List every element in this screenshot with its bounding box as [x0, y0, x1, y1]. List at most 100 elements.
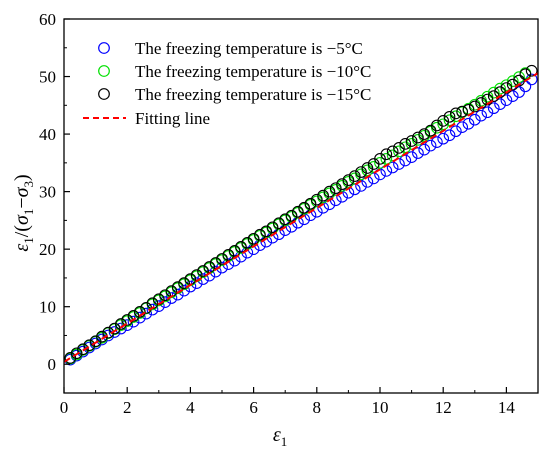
data-point-series-1 [386, 161, 399, 174]
data-point-series-3 [260, 225, 273, 238]
x-tick-label: 2 [123, 398, 132, 417]
plot-area [63, 64, 539, 366]
data-point-series-1 [127, 315, 140, 328]
data-point-series-1 [171, 288, 184, 301]
legend-label-series-1: The freezing temperature is −5°C [135, 39, 363, 58]
data-point-series-2 [487, 86, 500, 99]
data-point-series-3 [342, 174, 355, 186]
data-point-series-3 [386, 145, 399, 158]
data-point-series-3 [298, 201, 311, 214]
x-tick-label: 6 [249, 398, 258, 417]
data-point-series-1 [374, 168, 386, 181]
data-point-series-1 [115, 322, 127, 335]
data-point-series-1 [159, 296, 171, 308]
x-tick-label: 10 [372, 398, 389, 417]
data-point-series-1 [449, 125, 462, 138]
data-point-series-2 [443, 114, 456, 127]
data-point-series-1 [437, 132, 450, 145]
data-point-series-1 [108, 326, 121, 338]
data-point-series-3 [468, 100, 481, 113]
data-point-series-1 [209, 265, 222, 278]
y-tick-label: 60 [39, 10, 56, 29]
y-tick-label: 20 [39, 240, 56, 259]
data-point-series-3 [241, 236, 254, 249]
data-point-series-3 [405, 135, 418, 147]
data-point-series-2 [506, 75, 519, 87]
legend-marker-series-2 [98, 65, 110, 77]
data-point-series-1 [197, 273, 209, 285]
data-point-series-3 [279, 213, 292, 226]
data-point-series-3 [209, 257, 222, 269]
data-point-series-3 [127, 310, 140, 322]
data-point-series-3 [525, 64, 538, 77]
data-point-series-3 [235, 241, 247, 253]
data-point-series-2 [399, 141, 412, 154]
data-point-series-2 [494, 82, 506, 95]
data-point-series-1 [178, 284, 190, 297]
data-point-series-3 [519, 68, 532, 81]
data-point-series-1 [431, 136, 443, 148]
legend-label-series-2: The freezing temperature is −10°C [135, 62, 371, 81]
data-point-series-3 [412, 131, 424, 144]
svg-text:ε1: ε1 [273, 424, 287, 449]
data-point-series-2 [513, 71, 525, 83]
data-point-series-3 [178, 277, 190, 289]
data-point-series-3 [329, 182, 342, 195]
data-point-series-3 [89, 335, 102, 348]
x-tick-label: 14 [498, 398, 516, 417]
legend-label-fitting-line: Fitting line [135, 109, 210, 128]
data-point-series-1 [487, 102, 500, 115]
data-point-series-1 [405, 151, 418, 163]
data-point-series-1 [494, 98, 506, 111]
data-point-series-3 [336, 178, 348, 190]
data-point-series-3 [418, 128, 431, 140]
data-point-series-3 [348, 170, 361, 182]
y-tick-label: 0 [48, 355, 57, 374]
data-point-series-1 [462, 117, 475, 130]
data-point-series-1 [216, 261, 228, 274]
data-point-series-3 [431, 119, 443, 132]
data-point-series-3 [216, 253, 228, 265]
data-point-series-3 [64, 352, 77, 364]
legend: The freezing temperature is −5°C The fre… [83, 39, 371, 128]
y-tick-label: 30 [39, 183, 56, 202]
data-point-series-3 [393, 142, 405, 154]
x-tick-label: 4 [186, 398, 195, 417]
data-point-series-1 [367, 172, 380, 185]
data-point-series-3 [449, 107, 462, 120]
data-point-series-1 [481, 106, 494, 119]
data-point-series-3 [133, 306, 146, 318]
data-point-series-3 [323, 185, 336, 198]
data-point-series-3 [361, 162, 374, 174]
x-tick-label: 8 [313, 398, 322, 417]
legend-marker-series-1 [98, 42, 110, 54]
data-point-series-3 [380, 148, 393, 161]
data-point-series-1 [443, 129, 456, 142]
data-point-series-3 [317, 189, 329, 202]
data-point-series-1 [519, 80, 532, 93]
legend-marker-series-3 [98, 88, 110, 100]
data-point-series-3 [228, 245, 241, 257]
data-point-series-3 [437, 114, 450, 127]
data-point-series-3 [273, 217, 285, 230]
data-point-series-1 [165, 292, 178, 304]
data-point-series-3 [108, 322, 121, 335]
data-point-series-1 [500, 94, 513, 106]
x-axis-title: ε1 [273, 424, 287, 449]
svg-text:ε1/(σ1−σ3): ε1/(σ1−σ3) [11, 174, 36, 251]
data-point-series-3 [254, 228, 266, 241]
data-point-series-2 [380, 152, 393, 165]
plot-frame [63, 18, 539, 394]
data-point-series-3 [304, 197, 317, 210]
data-point-series-1 [355, 180, 367, 192]
y-tick-label: 40 [39, 125, 56, 144]
fitting-line [63, 72, 539, 363]
data-point-series-1 [140, 307, 153, 320]
data-point-series-1 [475, 109, 487, 122]
data-point-series-3 [456, 105, 469, 118]
data-point-series-1 [121, 319, 134, 331]
data-point-series-1 [456, 121, 469, 134]
x-tick-label: 0 [60, 398, 69, 417]
data-point-series-2 [449, 110, 462, 123]
